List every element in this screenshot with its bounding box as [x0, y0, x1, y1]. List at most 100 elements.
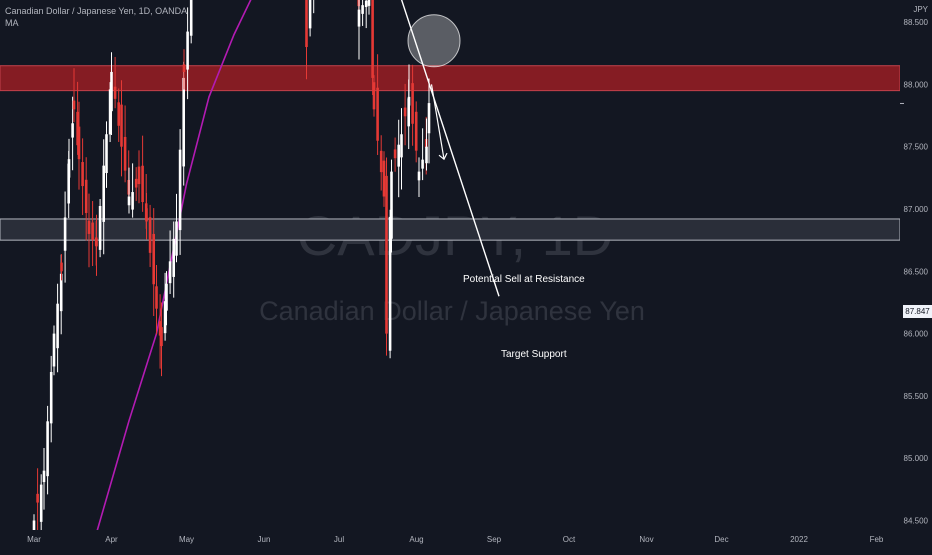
candle	[372, 75, 376, 117]
time-tick-label: Jul	[334, 535, 344, 544]
candle	[123, 105, 127, 183]
candle	[361, 0, 364, 26]
candle	[390, 159, 393, 253]
candle	[117, 88, 120, 142]
candle	[189, 0, 193, 44]
candle	[108, 82, 112, 143]
price-axis[interactable]: 84.500 85.000 85.500 86.000 86.500 87.000 87.5…	[900, 0, 932, 550]
candles	[32, 0, 431, 555]
candle	[376, 54, 379, 155]
watermark-name: Canadian Dollar / Japanese Yen	[259, 296, 645, 326]
candle	[393, 137, 397, 172]
time-tick-label: Oct	[563, 535, 576, 544]
support-zone[interactable]	[0, 218, 901, 241]
candle	[182, 49, 186, 90]
candle	[46, 405, 49, 495]
candle	[163, 272, 167, 341]
time-tick-label: Feb	[870, 535, 884, 544]
candle	[172, 221, 175, 298]
time-tick-label: Dec	[714, 535, 728, 544]
drawings[interactable]	[262, 0, 500, 297]
resistance-trendline[interactable]	[262, 0, 500, 297]
candle	[84, 157, 88, 241]
instrument-title: Canadian Dollar / Japanese Yen, 1D, OAND…	[5, 6, 188, 16]
price-axis-bg	[900, 0, 932, 550]
candle	[155, 265, 158, 335]
candle	[102, 139, 105, 255]
candle	[397, 119, 400, 198]
candle	[414, 101, 418, 163]
time-tick-label: Sep	[487, 535, 502, 544]
resistance-zone[interactable]	[0, 65, 901, 92]
candle	[308, 0, 312, 37]
down-arrow-shaft[interactable]	[430, 84, 445, 160]
candle	[186, 7, 189, 100]
candle	[91, 201, 94, 267]
candle	[131, 163, 134, 218]
candle	[81, 138, 84, 215]
candle	[77, 101, 81, 190]
candle	[305, 0, 308, 80]
candle	[411, 64, 414, 146]
time-tick-label: 2022	[790, 535, 808, 544]
candle	[148, 204, 152, 268]
indicator-label[interactable]: MA	[5, 18, 19, 28]
price-tick-label: 88.000	[904, 80, 929, 89]
candle	[421, 128, 424, 181]
candle	[165, 271, 168, 326]
sell-resistance-label: Potential Sell at Resistance	[463, 274, 585, 285]
price-tick-label: 85.000	[904, 454, 929, 463]
candle	[52, 325, 56, 376]
price-tick-label: 86.000	[904, 330, 929, 339]
down-arrow-head[interactable]	[438, 152, 448, 161]
candle	[417, 157, 421, 197]
candle	[72, 68, 76, 123]
candle	[60, 254, 63, 281]
candle	[141, 135, 144, 212]
candle	[388, 209, 392, 359]
candle	[137, 150, 141, 204]
sell-zone-circle[interactable]	[407, 14, 461, 68]
candle	[110, 52, 113, 135]
candle	[67, 138, 71, 203]
candle	[385, 157, 388, 356]
candle	[63, 191, 67, 283]
candle	[382, 151, 386, 207]
price-tick-label: 88.500	[904, 18, 929, 27]
candle	[313, 0, 315, 14]
candle	[152, 208, 155, 316]
candle	[87, 193, 91, 268]
target-support-label: Target Support	[501, 349, 567, 360]
annotation-labels: Potential Sell at Resistance Target Supp…	[463, 274, 585, 360]
time-tick-label: May	[179, 535, 194, 544]
candle	[127, 167, 131, 214]
price-tick-label: 87.500	[904, 143, 929, 152]
time-tick-label: Mar	[27, 535, 41, 544]
time-tick-label: Apr	[105, 535, 118, 544]
candle	[113, 56, 117, 109]
candle	[160, 302, 163, 377]
candle	[425, 118, 428, 171]
price-tick-label: 84.500	[904, 517, 929, 526]
zones	[0, 65, 901, 241]
time-tick-label: Nov	[639, 535, 653, 544]
candle	[427, 78, 431, 164]
candle	[105, 121, 108, 188]
time-tick-label: Jun	[258, 535, 271, 544]
candle	[379, 135, 383, 191]
candle	[95, 214, 98, 276]
candle	[158, 294, 162, 369]
candle	[364, 0, 368, 29]
candle	[367, 0, 371, 15]
price-tick-label: 86.500	[904, 267, 929, 276]
candle	[39, 474, 43, 534]
time-axis[interactable]: Mar Apr May Jun Jul Aug Sep Oct Nov Dec 2022 Feb	[0, 530, 900, 550]
candle	[56, 283, 59, 373]
candle	[145, 193, 148, 240]
candle	[371, 0, 374, 96]
candle	[71, 96, 74, 171]
candle	[178, 129, 182, 255]
current-price-badge: 87.847	[903, 305, 932, 318]
